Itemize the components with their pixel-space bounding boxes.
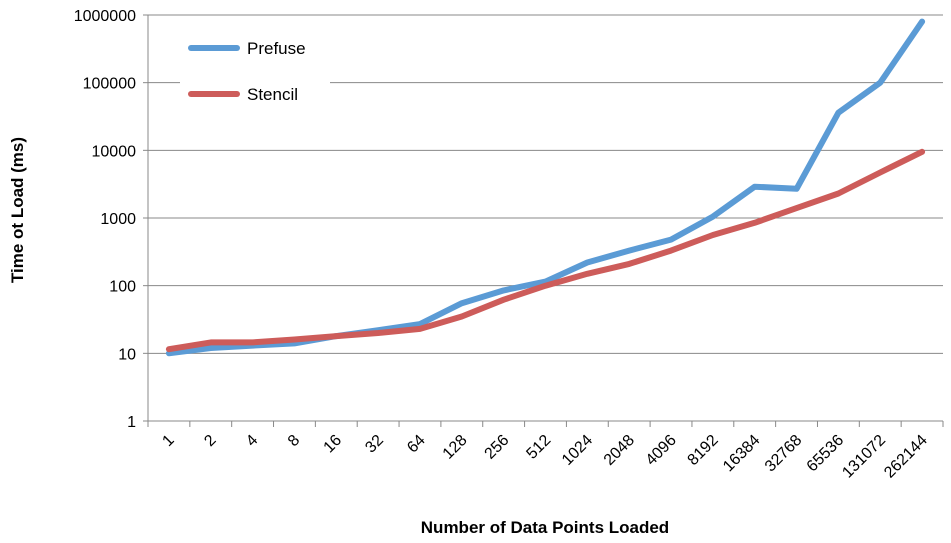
legend: Prefuse Stencil: [180, 28, 330, 118]
x-tick-label-1024: 1024: [559, 432, 596, 469]
x-tick-label-2: 2: [201, 432, 219, 450]
x-tick-label-32: 32: [362, 432, 387, 457]
x-tick-label-512: 512: [523, 432, 554, 463]
series-lines: [165, 18, 926, 357]
x-tick-label-131072: 131072: [839, 432, 889, 482]
y-tick-label-10000: 10000: [92, 143, 137, 160]
y-tick-label-10: 10: [118, 346, 136, 363]
legend-background: [180, 28, 330, 118]
x-tick-label-128: 128: [440, 432, 471, 463]
x-tick-label-16384: 16384: [720, 432, 764, 476]
x-tick-label-16: 16: [321, 432, 346, 457]
x-tick-label-256: 256: [482, 432, 513, 463]
x-tick-label-8: 8: [285, 432, 303, 450]
series-line-stencil: [165, 148, 926, 353]
x-tick-label-8192: 8192: [685, 432, 722, 469]
x-axis-title: Number of Data Points Loaded: [421, 518, 669, 537]
x-tick-label-4096: 4096: [643, 432, 680, 469]
legend-label-prefuse: Prefuse: [247, 39, 306, 58]
series-line-prefuse: [165, 18, 926, 357]
x-tick-label-1: 1: [159, 432, 177, 450]
x-tick-label-64: 64: [404, 432, 429, 457]
y-tick-label-100: 100: [109, 279, 136, 296]
x-tick-label-2048: 2048: [601, 432, 638, 469]
x-tick-label-4: 4: [243, 432, 261, 450]
y-tick-label-1000: 1000: [100, 211, 136, 228]
legend-label-stencil: Stencil: [247, 85, 298, 104]
y-tick-label-1: 1: [127, 414, 136, 431]
y-axis-title: Time ot Load (ms): [8, 137, 27, 283]
y-tick-label-1000000: 1000000: [74, 8, 136, 25]
x-tick-label-262144: 262144: [881, 432, 931, 482]
x-tick-label-32768: 32768: [762, 432, 806, 476]
y-tick-label-100000: 100000: [83, 76, 136, 93]
